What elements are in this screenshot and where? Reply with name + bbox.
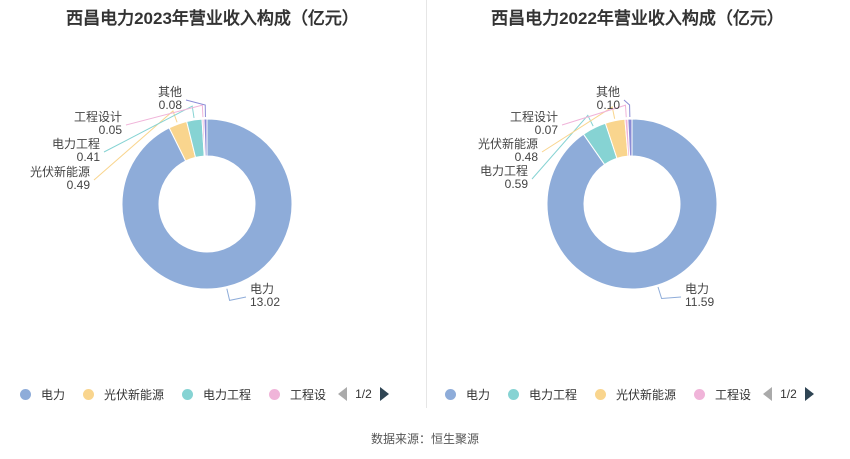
pie-slice-4[interactable] [627,118,633,157]
slice-label-name-2: 电力工程 [52,136,100,151]
legend-item-3[interactable]: 工程设 [269,386,326,403]
slice-label-name-3: 工程设计 [74,109,122,124]
slice-label-value-0: 11.59 [685,295,714,309]
pie-slice-0[interactable] [121,118,293,290]
legend-pager: 1/2 [338,387,389,401]
legend-label: 光伏新能源 [104,387,165,402]
legend-dot-icon [595,388,607,400]
slice-label-name-4: 其他 [158,85,182,99]
legend-dot-icon [83,388,95,400]
legend-label: 工程设 [290,387,327,402]
label-line-3 [561,104,627,126]
label-line-3 [125,104,204,126]
legend-page-number: 1/2 [355,387,372,401]
slice-label-value-1: 0.49 [67,178,91,192]
legend-label: 光伏新能源 [616,387,677,402]
slice-label-value-2: 0.41 [77,150,101,164]
legend-2022: 电力 电力工程 光伏新能源 工程设 1/2 [445,384,814,404]
label-line-0 [226,288,247,301]
legend-dot-icon [20,388,31,400]
legend-label: 电力工程 [529,387,578,402]
legend-item-2[interactable]: 光伏新能源 [595,386,676,403]
legend-label: 工程设 [715,387,752,402]
legend-next-icon[interactable] [379,387,389,401]
legend-label: 电力 [466,387,491,402]
slice-label-value-1: 0.59 [505,177,529,191]
chart-2022: 西昌电力2022年营业收入构成（亿元） 电力 11.59 电力工程 0.59 光伏新能源… [425,0,850,410]
pie-slice-4[interactable] [203,118,208,157]
slice-label-name-1: 光伏新能源 [30,164,90,179]
slice-label-name-2: 光伏新能源 [478,136,538,151]
legend-dot-icon [694,388,706,400]
slice-label-value-4: 0.08 [159,98,183,112]
legend-dot-icon [445,388,456,400]
label-line-2 [541,106,616,153]
panel-divider [426,0,427,408]
chart-2023: 西昌电力2023年营业收入构成（亿元） 电力 13.02 光伏新能源 0.49 电力工程… [0,0,425,410]
chart-title-2022: 西昌电力2022年营业收入构成（亿元） [491,9,784,28]
slice-label-name-3: 工程设计 [510,109,558,124]
data-source: 数据来源：恒生聚源 [370,432,479,446]
slice-label-value-4: 0.10 [597,98,621,112]
legend-item-1[interactable]: 光伏新能源 [83,386,164,403]
label-line-0 [657,286,682,300]
legend-item-2[interactable]: 电力工程 [182,386,251,403]
label-line-2 [103,105,195,153]
slice-label-value-0: 13.02 [250,295,280,309]
label-line-4 [185,99,206,118]
slice-label-name-4: 其他 [596,85,620,99]
slice-label-name-1: 电力工程 [480,163,528,178]
slice-label-name-0: 电力 [685,282,709,296]
legend-prev-icon[interactable] [763,387,773,401]
legend-item-0[interactable]: 电力 [445,386,490,403]
pie-slice-0[interactable] [546,118,718,290]
legend-item-3[interactable]: 工程设 [694,386,751,403]
legend-page-number: 1/2 [780,387,797,401]
legend-item-0[interactable]: 电力 [20,386,65,403]
legend-next-icon[interactable] [804,387,814,401]
label-line-4 [623,99,631,118]
slice-label-value-2: 0.48 [515,150,539,164]
legend-dot-icon [508,388,520,400]
legend-dot-icon [182,388,194,400]
legend-item-1[interactable]: 电力工程 [508,386,577,403]
label-line-1 [531,114,594,180]
chart-title-2023: 西昌电力2023年营业收入构成（亿元） [66,9,359,28]
label-line-1 [93,110,178,181]
slice-label-value-3: 0.07 [535,123,559,137]
slice-label-name-0: 电力 [250,282,274,296]
legend-2023: 电力 光伏新能源 电力工程 工程设 1/2 [20,384,389,404]
slice-label-value-3: 0.05 [99,123,123,137]
legend-label: 电力 [41,387,66,402]
legend-pager: 1/2 [763,387,814,401]
legend-dot-icon [269,388,281,400]
legend-label: 电力工程 [203,387,252,402]
legend-prev-icon[interactable] [338,387,348,401]
